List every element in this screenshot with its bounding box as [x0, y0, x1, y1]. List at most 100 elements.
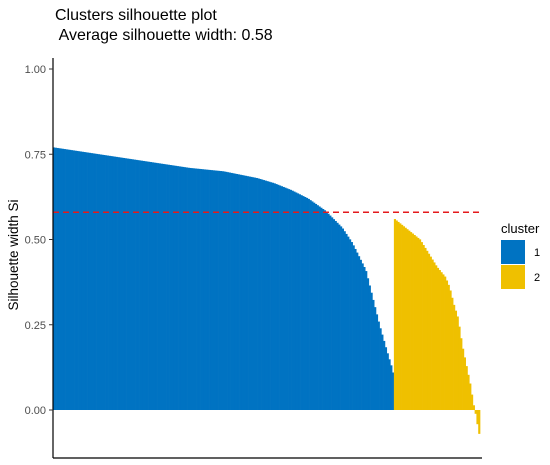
silhouette-bar-cluster-2: [404, 227, 407, 410]
silhouette-bar-cluster-2: [433, 262, 436, 410]
silhouette-bar-cluster-1: [298, 194, 301, 410]
silhouette-bar-cluster-1: [58, 148, 61, 411]
silhouette-bar-cluster-1: [358, 256, 361, 410]
silhouette-bar-cluster-1: [280, 186, 283, 410]
silhouette-bar-cluster-1: [250, 176, 253, 410]
silhouette-bar-cluster-1: [121, 157, 124, 410]
silhouette-bar-cluster-2: [469, 383, 472, 410]
silhouette-bar-cluster-1: [115, 156, 118, 410]
silhouette-bar-cluster-1: [81, 151, 84, 410]
silhouette-bar-cluster-1: [205, 169, 208, 410]
silhouette-bar-cluster-2: [402, 226, 405, 410]
silhouette-bar-cluster-1: [219, 171, 222, 410]
silhouette-bar-cluster-1: [155, 162, 158, 410]
legend: cluster 1 2: [501, 221, 540, 289]
silhouette-bar-cluster-1: [279, 185, 282, 410]
silhouette-bar-cluster-1: [88, 152, 92, 410]
silhouette-bar-cluster-2: [411, 233, 414, 410]
silhouette-bar-cluster-2: [447, 284, 450, 410]
silhouette-bar-cluster-1: [311, 201, 314, 410]
silhouette-bar-cluster-2: [406, 229, 409, 410]
y-ticks: 0.00 0.25 0.50 0.75 1.00: [25, 64, 53, 417]
silhouette-bar-cluster-1: [236, 174, 239, 410]
silhouette-bar-cluster-1: [349, 239, 352, 410]
silhouette-bar-cluster-1: [383, 340, 386, 410]
silhouette-bar-cluster-1: [65, 149, 68, 410]
silhouette-bar-cluster-1: [56, 147, 59, 410]
silhouette-bar-cluster-1: [329, 215, 332, 410]
silhouette-bar-cluster-1: [182, 166, 185, 410]
silhouette-bar-cluster-1: [273, 183, 276, 410]
silhouette-bar-cluster-2: [440, 272, 443, 410]
silhouette-bar-cluster-1: [334, 220, 337, 410]
silhouette-bar-cluster-1: [157, 163, 160, 410]
silhouette-bar-cluster-1: [366, 278, 370, 410]
silhouette-bar-cluster-2: [436, 267, 440, 410]
silhouette-bar-cluster-1: [314, 203, 318, 410]
silhouette-bar-cluster-1: [54, 147, 57, 410]
silhouette-bar-cluster-1: [180, 166, 183, 410]
silhouette-bar-cluster-1: [214, 170, 217, 410]
silhouette-bar-cluster-1: [139, 160, 142, 410]
silhouette-bar-cluster-2: [474, 410, 477, 414]
silhouette-bar-cluster-1: [96, 153, 99, 410]
silhouette-bar-cluster-1: [318, 206, 321, 410]
silhouette-bar-cluster-1: [336, 222, 339, 410]
silhouette-bar-cluster-1: [67, 149, 70, 410]
silhouette-bar-cluster-1: [176, 166, 179, 410]
silhouette-bar-cluster-1: [313, 202, 316, 410]
silhouette-bar-cluster-1: [114, 156, 117, 410]
silhouette-bar-cluster-1: [94, 153, 97, 410]
silhouette-bar-cluster-1: [117, 157, 120, 410]
silhouette-bar-cluster-2: [478, 410, 481, 434]
silhouette-bar-cluster-1: [105, 155, 108, 410]
silhouette-bar-cluster-1: [246, 176, 249, 410]
silhouette-bar-cluster-1: [101, 154, 104, 410]
silhouette-bar-cluster-1: [110, 156, 113, 410]
silhouette-bar-cluster-1: [286, 188, 289, 410]
silhouette-bar-cluster-1: [106, 155, 109, 410]
silhouette-bar-cluster-1: [63, 149, 66, 411]
silhouette-bar-cluster-1: [185, 167, 188, 410]
silhouette-bar-cluster-1: [162, 163, 165, 410]
silhouette-bar-cluster-1: [327, 213, 330, 410]
chart-title: Clusters silhouette plot: [55, 7, 217, 24]
silhouette-bar-cluster-1: [309, 200, 312, 410]
silhouette-bar-cluster-2: [424, 247, 427, 410]
silhouette-bar-cluster-1: [284, 187, 287, 410]
silhouette-bar-cluster-1: [99, 154, 102, 410]
silhouette-bar-cluster-1: [90, 153, 93, 411]
silhouette-bar-cluster-1: [223, 171, 226, 410]
silhouette-bar-cluster-1: [244, 175, 248, 410]
silhouette-bar-cluster-2: [465, 366, 468, 410]
silhouette-bar-cluster-2: [427, 253, 431, 410]
silhouette-bar-cluster-2: [408, 230, 411, 410]
silhouette-bar-cluster-2: [442, 274, 445, 410]
silhouette-bar-cluster-1: [270, 182, 273, 410]
silhouette-bar-cluster-1: [293, 191, 296, 410]
silhouette-bar-cluster-1: [232, 173, 235, 410]
silhouette-bar-cluster-2: [426, 250, 429, 410]
silhouette-bar-cluster-1: [295, 192, 298, 410]
silhouette-bar-cluster-1: [135, 159, 138, 410]
silhouette-bar-cluster-2: [420, 242, 423, 410]
silhouette-bar-cluster-1: [74, 150, 77, 410]
y-tick-label: 0.25: [25, 320, 46, 332]
silhouette-bar-cluster-1: [122, 157, 126, 410]
silhouette-bar-cluster-2: [397, 221, 400, 410]
silhouette-bar-cluster-1: [151, 162, 154, 410]
silhouette-bar-cluster-2: [393, 219, 397, 410]
silhouette-bar-cluster-1: [227, 172, 230, 410]
silhouette-bar-cluster-1: [282, 186, 285, 410]
silhouette-bar-cluster-1: [142, 160, 145, 410]
silhouette-bar-cluster-1: [365, 271, 368, 410]
silhouette-bar-cluster-1: [377, 321, 380, 410]
silhouette-bar-cluster-1: [359, 259, 362, 410]
silhouette-bar-cluster-1: [271, 182, 275, 410]
silhouette-bar-cluster-1: [230, 172, 233, 410]
silhouette-bar-cluster-2: [435, 265, 438, 410]
y-tick-label: 1.00: [25, 64, 46, 76]
silhouette-bar-cluster-2: [419, 239, 422, 410]
silhouette-bar-cluster-1: [192, 168, 196, 410]
silhouette-bar-cluster-1: [316, 205, 319, 410]
